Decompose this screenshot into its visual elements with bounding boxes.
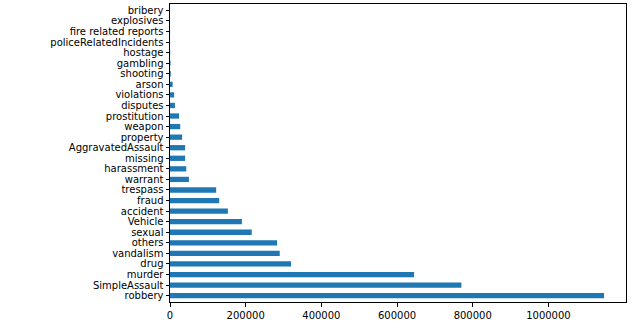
svg-text:trespass: trespass: [121, 184, 163, 195]
svg-text:explosives: explosives: [111, 15, 163, 26]
svg-text:warrant: warrant: [125, 174, 164, 185]
svg-text:prostitution: prostitution: [106, 111, 164, 122]
svg-text:fire related reports: fire related reports: [70, 26, 164, 37]
svg-text:missing: missing: [125, 153, 163, 164]
svg-text:vandalism: vandalism: [112, 248, 163, 259]
svg-text:1000000: 1000000: [526, 310, 571, 321]
svg-text:sexual: sexual: [131, 227, 163, 238]
svg-text:0: 0: [167, 310, 173, 321]
svg-text:arson: arson: [136, 79, 164, 90]
svg-text:disputes: disputes: [121, 100, 163, 111]
svg-text:200000: 200000: [227, 310, 265, 321]
svg-text:shooting: shooting: [120, 68, 163, 79]
svg-text:SimpleAssault: SimpleAssault: [93, 280, 164, 291]
svg-text:policeRelatedIncidents: policeRelatedIncidents: [50, 37, 163, 48]
svg-text:murder: murder: [127, 269, 165, 280]
svg-text:hostage: hostage: [123, 47, 163, 58]
svg-text:Vehicle: Vehicle: [128, 216, 164, 227]
svg-text:AggravatedAssault: AggravatedAssault: [69, 142, 164, 153]
svg-text:violations: violations: [115, 89, 163, 100]
svg-text:others: others: [132, 237, 164, 248]
svg-text:800000: 800000: [454, 310, 492, 321]
svg-text:gambling: gambling: [117, 58, 164, 69]
svg-text:property: property: [121, 132, 164, 143]
svg-text:400000: 400000: [302, 310, 340, 321]
svg-text:weapon: weapon: [124, 121, 163, 132]
svg-text:drug: drug: [140, 258, 163, 269]
svg-text:fraud: fraud: [137, 195, 163, 206]
svg-text:harassment: harassment: [104, 163, 163, 174]
svg-text:robbery: robbery: [125, 290, 164, 301]
svg-text:bribery: bribery: [128, 5, 164, 16]
svg-text:600000: 600000: [378, 310, 416, 321]
svg-text:accident: accident: [121, 206, 164, 217]
